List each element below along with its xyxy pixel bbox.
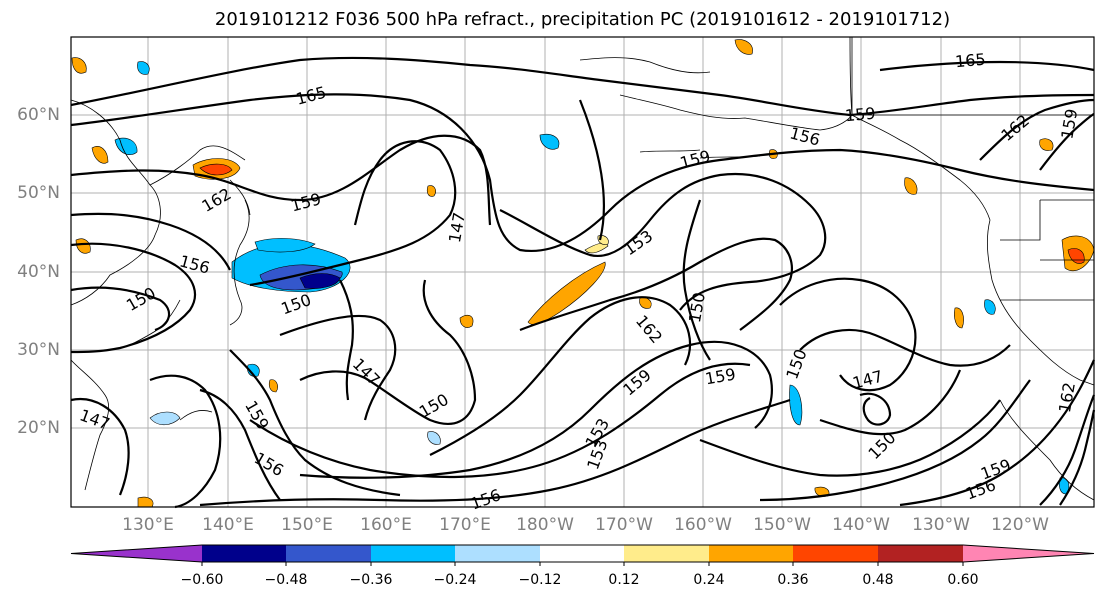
precip-positive-patch (268, 379, 278, 393)
lon-label: 150°E (281, 515, 333, 535)
precip-negative-patch (137, 61, 150, 75)
lat-label: 20°N (17, 418, 60, 438)
precip-positive-patch (734, 39, 753, 55)
precip-positive-patch (91, 146, 109, 164)
colorbar-segment (878, 545, 963, 562)
lon-label: 160°E (360, 515, 412, 535)
colorbar-segment (963, 545, 1094, 562)
colorbar-tick-label: −0.12 (518, 572, 562, 588)
lon-label: 140°W (832, 515, 890, 535)
lon-label: 140°E (202, 515, 254, 535)
precip-shading (71, 39, 1095, 508)
lat-label: 60°N (17, 105, 60, 125)
lat-label: 50°N (17, 183, 60, 203)
precip-positive-patch (904, 177, 918, 195)
lon-label: 120°W (991, 515, 1049, 535)
precip-negative-patch (539, 133, 560, 150)
precip-positive-patch (459, 314, 474, 328)
precip-negative-patch (789, 384, 803, 426)
contour-label: 165 (954, 50, 986, 72)
colorbar-segment (624, 545, 709, 562)
colorbar-tick-label: 0.48 (862, 572, 894, 588)
lon-label: 180°W (516, 515, 574, 535)
precip-positive-patch (584, 242, 609, 254)
precip-negative-patch (984, 299, 996, 315)
precip-negative-patch (149, 411, 181, 426)
colorbar-tick-label: −0.24 (433, 572, 477, 588)
precip-positive-patch (954, 307, 964, 329)
lon-label: 150°W (753, 515, 811, 535)
colorbar-tick-label: 0.60 (947, 572, 979, 588)
lon-label: 160°W (674, 515, 732, 535)
precip-positive-patch (426, 185, 436, 197)
refractivity-contours (70, 56, 1096, 509)
colorbar-segment (202, 545, 286, 562)
colorbar-tick-label: −0.60 (180, 572, 224, 588)
map-frame (70, 36, 1095, 508)
precip-positive-patch (75, 238, 91, 254)
precip-positive-patch (199, 163, 233, 176)
colorbar-segment (371, 545, 455, 562)
precip-negative-patch (299, 273, 341, 289)
map-title: 2019101212 F036 500 hPa refract., precip… (214, 9, 951, 30)
colorbar-segment (455, 545, 540, 562)
coastlines (70, 36, 1095, 501)
precip-negative-patch (247, 363, 260, 377)
lat-label: 30°N (17, 340, 60, 360)
precip-positive-patch (1039, 138, 1054, 151)
lat-label: 40°N (17, 262, 60, 282)
lon-label: 130°E (122, 515, 174, 535)
contour-label: 159 (844, 104, 876, 126)
colorbar-segment (709, 545, 793, 562)
colorbar-tick-label: 0.24 (693, 572, 725, 588)
colorbar-segment (793, 545, 878, 562)
colorbar-tick-label: −0.36 (349, 572, 393, 588)
precip-negative-patch (427, 431, 441, 445)
colorbar-segment (540, 545, 624, 562)
colorbar-tick-label: 0.36 (777, 572, 809, 588)
precip-positive-patch (71, 57, 87, 74)
colorbar-tick-label: −0.48 (264, 572, 308, 588)
colorbar-segment (71, 545, 202, 562)
precip-negative-patch (254, 238, 316, 253)
lon-label: 170°E (439, 515, 491, 535)
colorbar-segment (286, 545, 371, 562)
lon-label: 130°W (912, 515, 970, 535)
colorbar-tick-label: 0.12 (608, 572, 640, 588)
lon-label: 170°W (595, 515, 653, 535)
